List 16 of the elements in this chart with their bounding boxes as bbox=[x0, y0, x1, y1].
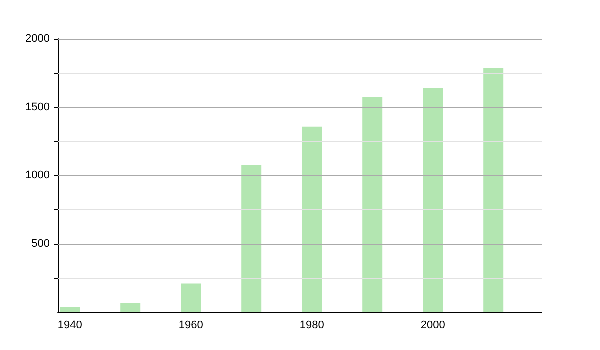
bar bbox=[120, 304, 141, 312]
y-tick-label: 1000 bbox=[26, 170, 50, 182]
bar bbox=[362, 98, 383, 312]
x-tick-label: 1980 bbox=[300, 320, 324, 332]
bar bbox=[423, 88, 444, 312]
bar bbox=[181, 284, 202, 312]
x-tick-label: 1940 bbox=[58, 320, 82, 332]
y-tick-label: 1500 bbox=[26, 101, 50, 114]
x-tick-label: 1960 bbox=[178, 320, 204, 332]
bar bbox=[242, 166, 262, 312]
bar bbox=[60, 307, 80, 312]
y-tick-label: 2000 bbox=[26, 33, 50, 45]
x-tick-label: 2000 bbox=[420, 320, 446, 332]
bar bbox=[302, 126, 322, 312]
bar bbox=[484, 68, 504, 312]
y-tick-label: 500 bbox=[32, 238, 50, 250]
